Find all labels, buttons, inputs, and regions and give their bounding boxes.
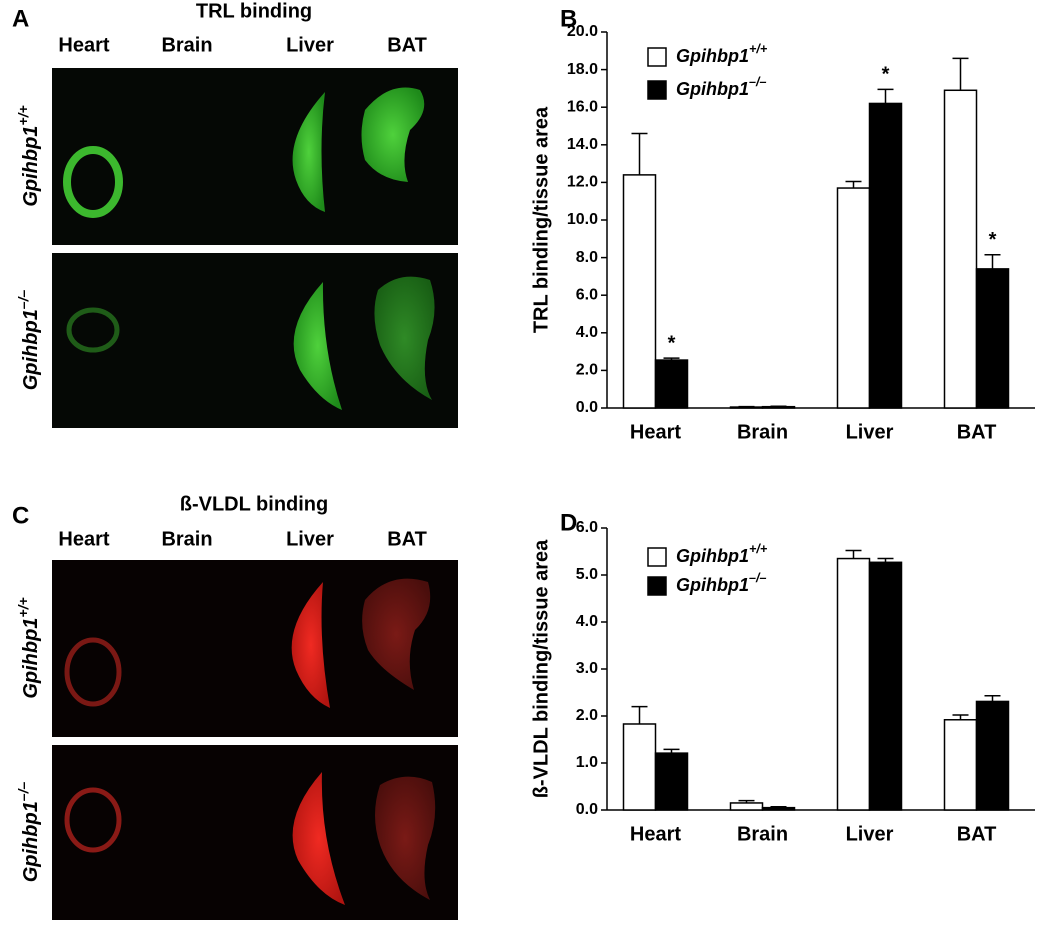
- legend-swatch: [647, 576, 667, 596]
- y-tick-label: 0.0: [576, 801, 598, 818]
- column-label: Liver: [286, 34, 334, 56]
- y-tick-label: 2.0: [576, 362, 598, 379]
- panel-title: TRL binding: [196, 0, 312, 22]
- legend-label: Gpihbp1–/–: [676, 75, 767, 98]
- annotation: *: [989, 229, 997, 251]
- column-label: BAT: [387, 528, 427, 550]
- bar: [761, 405, 796, 409]
- y-tick-label: 12.0: [567, 174, 598, 191]
- bar: [868, 561, 903, 811]
- error-bar: [984, 254, 1001, 269]
- error-bar: [984, 695, 1001, 702]
- legend-swatch: [647, 80, 667, 100]
- bar: [654, 359, 689, 409]
- y-tick-label: 2.0: [576, 707, 598, 724]
- column-label: Liver: [286, 528, 334, 550]
- bar: [836, 557, 871, 811]
- micrograph-a-top: [52, 68, 458, 245]
- micrograph-c-top: [52, 560, 458, 737]
- x-tick-label: Liver: [846, 421, 894, 443]
- panel-letter: D: [560, 509, 577, 536]
- y-tick-label: 6.0: [576, 519, 598, 536]
- error-bar: [845, 549, 862, 559]
- panel-letter: C: [12, 502, 29, 529]
- micrograph-c-bottom: [52, 745, 458, 920]
- x-tick-label: BAT: [957, 823, 997, 845]
- bar: [975, 700, 1010, 811]
- x-tick-label: Liver: [846, 823, 894, 845]
- bar: [868, 102, 903, 409]
- bar: [943, 719, 978, 811]
- row-label: Gpihbp1+/+: [15, 597, 43, 698]
- error-bar: [631, 705, 648, 724]
- bar: [654, 752, 689, 811]
- column-label: Heart: [58, 528, 109, 550]
- bar: [729, 406, 764, 409]
- row-label: Gpihbp1+/+: [15, 105, 43, 206]
- annotation: *: [668, 332, 676, 354]
- legend-label: Gpihbp1+/+: [676, 42, 768, 65]
- bar: [729, 802, 764, 811]
- bar: [622, 723, 657, 811]
- y-tick-label: 4.0: [576, 324, 598, 341]
- y-tick-label: 0.0: [576, 399, 598, 416]
- y-tick-label: 16.0: [567, 98, 598, 115]
- panel-title: ß-VLDL binding: [180, 493, 329, 515]
- y-tick-label: 5.0: [576, 566, 598, 583]
- x-tick-label: BAT: [957, 421, 997, 443]
- y-tick-label: 6.0: [576, 286, 598, 303]
- x-tick-label: Brain: [737, 823, 788, 845]
- x-tick-label: Brain: [737, 421, 788, 443]
- y-axis-label: ß-VLDL binding/tissue area: [530, 539, 552, 798]
- y-tick-label: 1.0: [576, 754, 598, 771]
- x-tick-label: Heart: [630, 421, 681, 443]
- row-label: Gpihbp1–/–: [15, 290, 43, 391]
- y-tick-label: 14.0: [567, 136, 598, 153]
- bar: [975, 268, 1010, 409]
- legend-label: Gpihbp1–/–: [676, 571, 767, 594]
- error-bar: [877, 88, 894, 104]
- bar: [943, 89, 978, 409]
- error-bar: [952, 714, 969, 720]
- legend-swatch: [647, 47, 667, 67]
- y-tick-label: 8.0: [576, 249, 598, 266]
- column-label: BAT: [387, 34, 427, 56]
- micrograph-a-bottom: [52, 253, 458, 428]
- y-tick-label: 10.0: [567, 211, 598, 228]
- legend-label: Gpihbp1+/+: [676, 542, 768, 565]
- column-label: Brain: [161, 528, 212, 550]
- x-tick-label: Heart: [630, 823, 681, 845]
- y-axis-label: TRL binding/tissue area: [530, 106, 552, 333]
- y-tick-label: 4.0: [576, 613, 598, 630]
- panel-letter: A: [12, 5, 29, 32]
- bar: [836, 187, 871, 409]
- column-label: Brain: [161, 34, 212, 56]
- bar: [622, 174, 657, 409]
- error-bar: [631, 132, 648, 175]
- error-bar: [845, 180, 862, 189]
- y-tick-label: 18.0: [567, 61, 598, 78]
- error-bar: [952, 57, 969, 91]
- bar: [761, 806, 796, 811]
- y-tick-label: 20.0: [567, 23, 598, 40]
- legend-swatch: [647, 547, 667, 567]
- row-label: Gpihbp1–/–: [15, 782, 43, 883]
- y-tick-label: 3.0: [576, 660, 598, 677]
- annotation: *: [882, 64, 890, 86]
- panel-letter: B: [560, 5, 577, 32]
- column-label: Heart: [58, 34, 109, 56]
